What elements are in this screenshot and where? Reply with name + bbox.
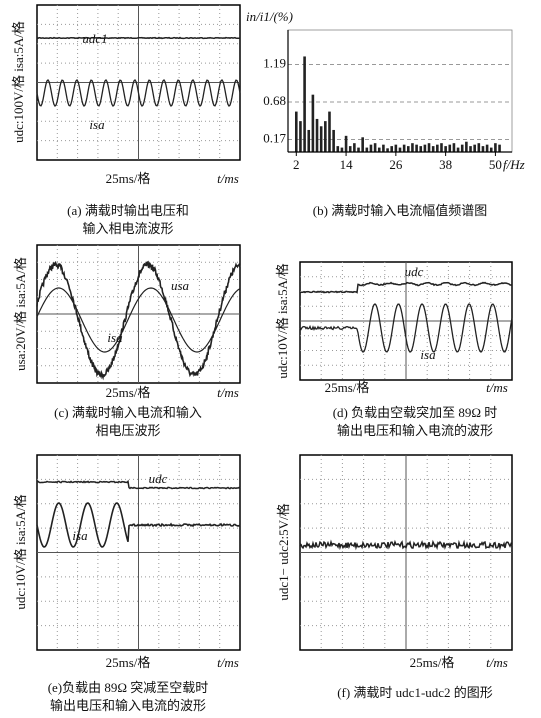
caption: (e)负载由 89Ω 突减至空载时 — [48, 680, 209, 695]
bar — [299, 121, 302, 152]
bar — [374, 143, 377, 152]
time-axis-label: t/ms — [486, 655, 508, 670]
bar — [469, 146, 472, 152]
bar — [336, 146, 339, 152]
y-axis-label: udc:10V/格 isa:5A/格 — [13, 494, 28, 609]
caption: 输入相电流波形 — [82, 221, 173, 236]
bar — [461, 145, 464, 152]
x-tick-label: 38 — [439, 157, 452, 172]
trace-label: usa — [171, 278, 190, 293]
x-tick-label: 2 — [293, 157, 300, 172]
bar — [316, 119, 319, 152]
bar — [312, 95, 315, 152]
bar — [494, 143, 497, 152]
y-tick-label: 0.68 — [263, 93, 286, 108]
timebase: 25ms/格 — [106, 385, 151, 400]
bar — [411, 143, 414, 152]
time-axis-label: t/ms — [217, 171, 239, 186]
y-axis-label: udc1− udc2:5V/格 — [276, 503, 291, 600]
x-axis-title: f/Hz — [503, 157, 525, 172]
caption: 输出电压和输入电流的波形 — [337, 423, 493, 438]
timebase: 25ms/格 — [106, 655, 151, 670]
y-axis-label: udc:10V/格 isa:5A/格 — [275, 263, 290, 378]
caption: 输出电压和输入电流的波形 — [50, 698, 206, 713]
bar — [444, 146, 447, 152]
bar — [378, 148, 381, 152]
waveform — [37, 38, 240, 39]
trace-label: udc — [149, 471, 168, 486]
time-axis-label: t/ms — [486, 380, 508, 395]
bar — [357, 148, 360, 152]
bar — [428, 143, 431, 152]
bar — [436, 145, 439, 152]
bar — [353, 143, 356, 152]
caption: (a) 满载时输出电压和 — [67, 203, 189, 218]
bar — [320, 126, 323, 152]
bar — [395, 145, 398, 152]
bar — [419, 146, 422, 152]
caption: (b) 满载时输入电流幅值频谱图 — [313, 203, 487, 218]
x-tick-label: 50 — [489, 157, 502, 172]
bar — [303, 56, 306, 152]
y-axis-label: udc:100V/格 isa:5A/格 — [11, 21, 26, 143]
bar — [349, 146, 352, 152]
bar — [390, 146, 393, 152]
bar — [457, 148, 460, 152]
trace-label: isa — [72, 528, 88, 543]
bar — [341, 148, 344, 152]
bar — [382, 145, 385, 152]
figure: udc:100V/格 isa:5A/格 25ms/格 t/ms udc1 isa (a) … — [0, 0, 541, 718]
bar — [415, 145, 418, 152]
bar — [453, 143, 456, 152]
bar — [486, 145, 489, 152]
bar — [432, 146, 435, 152]
bar — [324, 121, 327, 152]
bar — [403, 145, 406, 152]
time-axis-label: t/ms — [217, 655, 239, 670]
bar — [482, 146, 485, 152]
bar — [465, 142, 468, 152]
timebase: 25ms/格 — [410, 655, 455, 670]
trace-label: isa — [420, 347, 436, 362]
bar — [361, 137, 364, 152]
caption: 相电压波形 — [95, 423, 160, 438]
caption: (c) 满载时输入电流和输入 — [54, 405, 202, 420]
timebase: 25ms/格 — [325, 380, 370, 395]
timebase: 25ms/格 — [106, 171, 151, 186]
x-tick-label: 26 — [389, 157, 403, 172]
bar — [295, 112, 298, 152]
bar — [399, 148, 402, 152]
bar — [370, 145, 373, 152]
trace-label: isa — [89, 117, 105, 132]
bar — [328, 112, 331, 152]
bar — [366, 148, 369, 152]
bar — [332, 130, 335, 152]
bar — [345, 136, 348, 152]
y-tick-label: 0.17 — [263, 130, 286, 145]
caption: (d) 负载由空载突加至 89Ω 时 — [333, 405, 498, 420]
bar — [407, 146, 410, 152]
bar — [478, 143, 481, 152]
trace-label: udc — [405, 264, 424, 279]
trace-label: udc1 — [82, 31, 107, 46]
time-axis-label: t/ms — [217, 385, 239, 400]
trace-label: isa — [107, 330, 123, 345]
bar — [440, 143, 443, 152]
y-tick-label: 1.19 — [263, 56, 286, 71]
x-tick-label: 14 — [340, 157, 354, 172]
y-axis-label: usa:20V/格 isa:5A/格 — [13, 257, 28, 371]
caption: (f) 满载时 udc1-udc2 的图形 — [337, 685, 493, 700]
bar — [473, 145, 476, 152]
bar — [448, 145, 451, 152]
bar — [424, 145, 427, 152]
bar — [490, 148, 493, 152]
bar — [307, 130, 310, 152]
bar — [498, 145, 501, 152]
y-axis-title: in/i1/(%) — [246, 9, 293, 24]
